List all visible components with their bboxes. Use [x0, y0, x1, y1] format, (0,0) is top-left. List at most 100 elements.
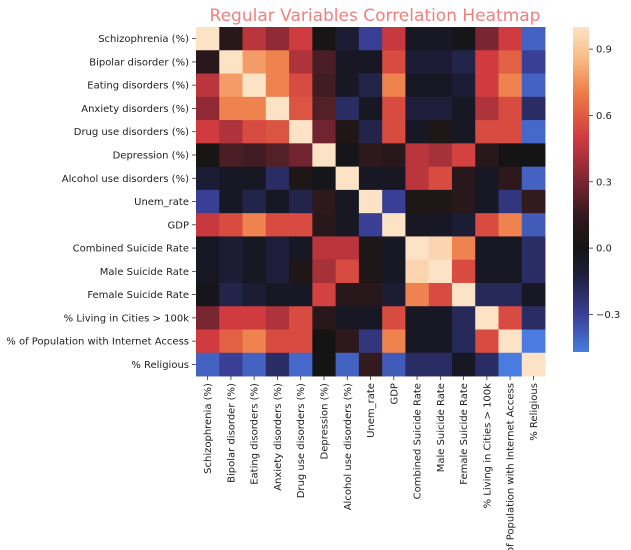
heatmap-cell [382, 282, 406, 307]
heatmap-cell [358, 96, 383, 121]
x-tick-label: Drug use disorders (%) [296, 383, 307, 498]
heatmap-cell [451, 213, 476, 237]
x-tick-label: Unem_rate [366, 383, 377, 438]
heatmap-cell [498, 282, 523, 307]
heatmap-cell [358, 166, 383, 191]
heatmap-cell [451, 259, 476, 284]
heatmap-cell [428, 96, 453, 121]
heatmap-cell [289, 73, 313, 98]
heatmap-cell [358, 306, 383, 330]
heatmap-cell [196, 73, 220, 98]
heatmap-cell [335, 236, 360, 261]
heatmap-cell [265, 236, 290, 261]
y-tick-labels: Schizophrenia (%) Bipolar disorder (%) Eat… [6, 34, 196, 371]
y-tick-label: Drug use disorders (%) [74, 127, 189, 138]
heatmap-cell [521, 352, 546, 377]
heatmap-cell [196, 213, 220, 237]
heatmap-cell [405, 306, 430, 330]
heatmap-cell [382, 306, 406, 330]
heatmap-cell [382, 50, 406, 74]
heatmap-cell [312, 27, 337, 51]
heatmap-cell [242, 236, 267, 261]
heatmap-cell [405, 352, 430, 377]
heatmap-cell [428, 189, 453, 214]
heatmap-cell [382, 143, 406, 168]
heatmap-cell [382, 96, 406, 121]
heatmap-cells [196, 27, 546, 377]
heatmap-cell [265, 282, 290, 307]
heatmap-cell [358, 282, 383, 307]
heatmap-cell [451, 96, 476, 121]
heatmap-cell [382, 352, 406, 377]
x-tick-label: Anxiety disorders (%) [273, 383, 284, 491]
heatmap-cell [475, 352, 499, 377]
colorbar-ticks: 0.9 0.6 0.3 0.0 −0.3 [589, 45, 620, 321]
heatmap-cell [289, 166, 313, 191]
heatmap-cell [219, 50, 243, 74]
heatmap-cell [521, 306, 546, 330]
x-tick-label: Combined Suicide Rate [413, 383, 424, 499]
heatmap-cell [498, 73, 523, 98]
heatmap-cell [358, 73, 383, 98]
heatmap-cell [498, 166, 523, 191]
x-tick-label: Bipolar disorder (%) [226, 383, 237, 483]
heatmap-cell [382, 166, 406, 191]
heatmap-cell [521, 259, 546, 284]
heatmap-cell [475, 120, 499, 144]
colorbar-tick-label: 0.6 [596, 111, 612, 122]
heatmap-cell [382, 236, 406, 261]
heatmap-cell [265, 329, 290, 354]
heatmap-cell [358, 213, 383, 237]
y-tick-label: Schizophrenia (%) [98, 34, 189, 45]
heatmap-cell [312, 166, 337, 191]
y-tick-label: % Religious [131, 360, 189, 371]
heatmap-cell [475, 50, 499, 74]
heatmap-cell [312, 143, 337, 168]
heatmap-cell [335, 143, 360, 168]
heatmap-cell [242, 306, 267, 330]
heatmap-cell [242, 96, 267, 121]
heatmap-cell [358, 352, 383, 377]
heatmap-cell [521, 329, 546, 354]
heatmap-cell [196, 50, 220, 74]
heatmap-cell [335, 27, 360, 51]
heatmap-cell [521, 27, 546, 51]
x-tick-label: % of Population with Internet Access [506, 383, 517, 550]
heatmap-cell [289, 189, 313, 214]
heatmap-cell [428, 282, 453, 307]
heatmap-cell [196, 306, 220, 330]
heatmap-cell [289, 120, 313, 144]
heatmap-cell [265, 50, 290, 74]
y-tick-label: Combined Suicide Rate [73, 244, 189, 255]
heatmap-cell [335, 96, 360, 121]
heatmap-cell [428, 27, 453, 51]
heatmap-cell [196, 236, 220, 261]
heatmap-cell [405, 166, 430, 191]
heatmap-cell [196, 27, 220, 51]
x-tick-label: Alcohol use disorders (%) [343, 383, 354, 510]
heatmap-cell [242, 27, 267, 51]
heatmap-cell [475, 213, 499, 237]
heatmap-cell [289, 329, 313, 354]
y-tick-label: Alcohol use disorders (%) [62, 174, 189, 185]
heatmap-cell [196, 352, 220, 377]
heatmap-cell [289, 96, 313, 121]
heatmap-cell [335, 259, 360, 284]
heatmap-cell [219, 213, 243, 237]
heatmap-cell [521, 166, 546, 191]
heatmap-cell [335, 282, 360, 307]
heatmap-cell [196, 282, 220, 307]
heatmap-cell [475, 329, 499, 354]
heatmap-cell [428, 329, 453, 354]
heatmap-cell [289, 306, 313, 330]
heatmap-cell [428, 143, 453, 168]
heatmap-cell [242, 73, 267, 98]
heatmap-cell [219, 143, 243, 168]
heatmap-cell [242, 166, 267, 191]
heatmap-cell [451, 236, 476, 261]
y-tick-label: Depression (%) [113, 150, 189, 161]
heatmap-cell [475, 189, 499, 214]
heatmap-cell [521, 50, 546, 74]
heatmap-cell [265, 73, 290, 98]
heatmap-cell [358, 329, 383, 354]
